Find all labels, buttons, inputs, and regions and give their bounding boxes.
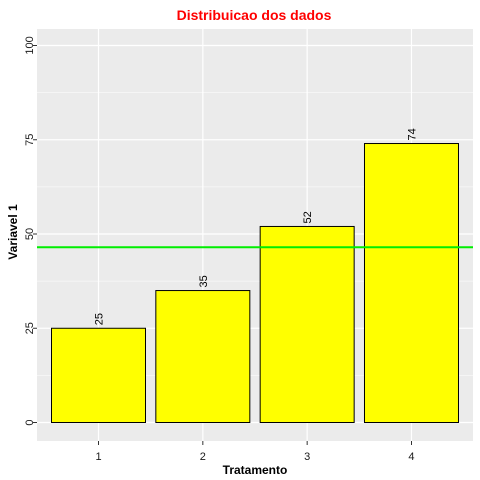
bar-data-label: 74: [406, 128, 418, 140]
x-axis: 1 2 3 4: [95, 441, 415, 463]
y-tick-label: 75: [24, 134, 36, 146]
data-labels: 25 35 52 74: [94, 128, 419, 325]
bar: [363, 143, 459, 424]
y-tick-label: 50: [24, 228, 36, 240]
x-tick-label: 2: [200, 451, 206, 463]
x-tick-label: 1: [95, 451, 101, 463]
bar-data-label: 52: [302, 211, 314, 223]
y-tick-label: 100: [24, 36, 36, 54]
y-axis-title: Variavel 1: [6, 204, 20, 260]
y-tick-label: 25: [24, 322, 36, 334]
bar-data-label: 25: [94, 313, 106, 325]
y-tick-label: 0: [24, 419, 36, 425]
bar: [259, 225, 355, 423]
bar: [155, 290, 251, 423]
bars: [51, 143, 459, 424]
bar: [51, 327, 146, 423]
x-tick-label: 3: [304, 451, 310, 463]
x-tick-label: 4: [408, 451, 414, 463]
bar-data-label: 35: [198, 275, 210, 287]
y-axis: 0 25 50 75 100: [24, 36, 37, 426]
chart-title: Distribuicao dos dados: [177, 7, 332, 23]
x-axis-title: Tratamento: [223, 463, 288, 477]
